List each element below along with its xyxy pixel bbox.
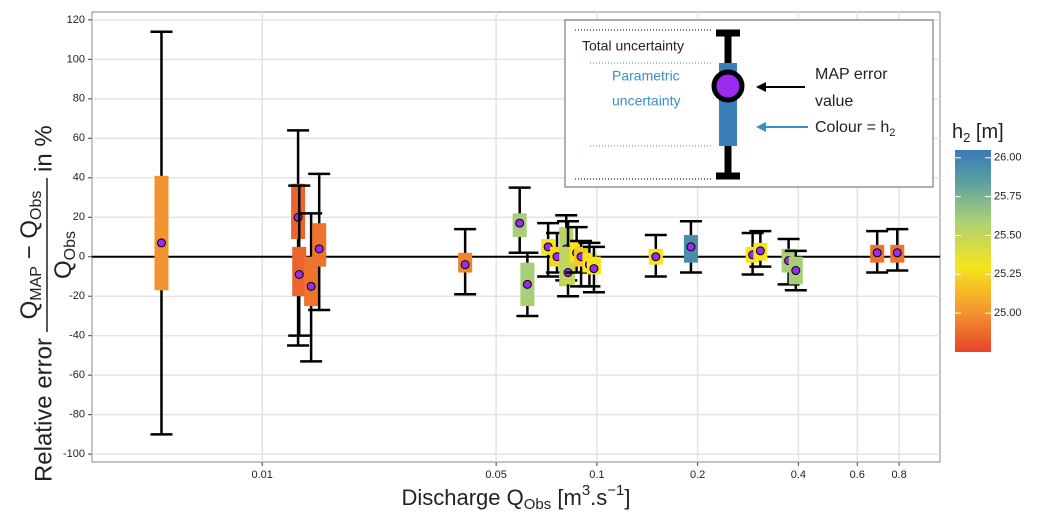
y-title-prefix: Relative error bbox=[30, 338, 57, 482]
y-tick-label: 80 bbox=[73, 93, 85, 105]
y-title-part: Q bbox=[50, 260, 77, 279]
data-point bbox=[516, 251, 539, 318]
legend-colour-text: Colour = h bbox=[815, 119, 889, 136]
y-tick-label: -80 bbox=[69, 409, 85, 421]
x-title-part: ] bbox=[624, 485, 630, 510]
data-point bbox=[866, 229, 889, 274]
map-point bbox=[314, 244, 324, 254]
y-tick-label: 60 bbox=[73, 132, 85, 144]
legend-map: MAP error bbox=[815, 66, 888, 83]
colorbar-tick-label: 25.75 bbox=[994, 191, 1022, 203]
legend-box bbox=[564, 19, 934, 188]
colorbar-tick-label: 26.00 bbox=[994, 152, 1022, 164]
colorbar-tick-label: 25.50 bbox=[994, 229, 1022, 241]
x-title-part: Discharge Q bbox=[401, 485, 523, 510]
y-tick-label: 120 bbox=[67, 14, 85, 26]
y-title-sub: Obs bbox=[28, 191, 45, 220]
data-point bbox=[679, 219, 702, 274]
x-title-part: .s bbox=[590, 485, 607, 510]
y-tick-label: -100 bbox=[63, 448, 85, 460]
data-point bbox=[454, 227, 477, 296]
legend-total: Total uncertainty bbox=[582, 38, 684, 54]
x-tick-label: 0.6 bbox=[850, 469, 865, 481]
y-tick-label: -60 bbox=[69, 369, 85, 381]
map-point bbox=[755, 246, 765, 256]
data-point bbox=[308, 172, 331, 312]
map-point bbox=[156, 238, 166, 248]
colorbar-title-text: h bbox=[952, 121, 963, 143]
data-point bbox=[300, 212, 323, 363]
y-title-part: − Q bbox=[16, 220, 43, 266]
colorbar-title-sub: 2 bbox=[963, 130, 970, 145]
x-title-sup: −1 bbox=[607, 482, 624, 499]
data-point bbox=[749, 229, 772, 268]
y-title-suffix: in % bbox=[30, 125, 57, 172]
map-point bbox=[589, 264, 599, 274]
parametric-uncertainty bbox=[154, 175, 169, 291]
data-point bbox=[582, 245, 605, 294]
map-point bbox=[522, 279, 532, 289]
legend-arrowhead bbox=[756, 82, 766, 92]
x-title-sub: Obs bbox=[524, 496, 552, 513]
colorbar-title: h2 [m] bbox=[952, 121, 1004, 145]
map-point bbox=[515, 218, 525, 228]
y-tick-label: -40 bbox=[69, 330, 85, 342]
y-tick-label: -20 bbox=[69, 290, 85, 302]
colorbar-title-unit: [m] bbox=[970, 121, 1003, 143]
legend-arrowhead bbox=[756, 122, 766, 132]
x-tick-label: 0.05 bbox=[485, 469, 506, 481]
legend-map-point bbox=[711, 69, 745, 103]
y-tick-label: 40 bbox=[73, 172, 85, 184]
legend-map: value bbox=[815, 93, 853, 110]
y-title-sub: MAP bbox=[28, 266, 45, 301]
y-title-den: QObs bbox=[50, 231, 79, 279]
x-axis-title: Discharge QObs [m3.s−1] bbox=[401, 482, 630, 513]
x-title-part: [m bbox=[551, 485, 582, 510]
map-point bbox=[651, 252, 661, 262]
data-point bbox=[288, 184, 311, 337]
y-tick-label: 20 bbox=[73, 211, 85, 223]
parametric-uncertainty bbox=[304, 256, 319, 307]
colorbar-tick-label: 25.00 bbox=[994, 307, 1022, 319]
legend-param: Parametric bbox=[612, 68, 680, 84]
map-point bbox=[460, 260, 470, 270]
data-point bbox=[886, 227, 909, 272]
x-tick-label: 0.01 bbox=[252, 469, 273, 481]
x-tick-label: 0.1 bbox=[589, 469, 604, 481]
colorbar-tick-label: 25.25 bbox=[994, 268, 1022, 280]
y-title-num: QMAP − QObs bbox=[16, 191, 45, 320]
map-point bbox=[892, 248, 902, 258]
legend: Total uncertainty Parametric uncertainty… bbox=[564, 19, 934, 188]
y-title-part: Q bbox=[16, 301, 43, 320]
legend-colour-sub: 2 bbox=[889, 127, 895, 139]
x-tick-label: 0.2 bbox=[690, 469, 705, 481]
map-point bbox=[686, 242, 696, 252]
x-title-sup: 3 bbox=[582, 482, 590, 499]
data-point bbox=[644, 233, 667, 278]
legend-colour: Colour = h2 bbox=[815, 119, 895, 139]
data-point bbox=[150, 30, 173, 436]
marks bbox=[92, 30, 940, 436]
y-tick-label: 0 bbox=[79, 251, 85, 263]
y-axis-title: Relative error QMAP − QObs QObs in % bbox=[16, 125, 79, 482]
x-tick-label: 0.8 bbox=[891, 469, 906, 481]
y-tick-label: 100 bbox=[67, 53, 85, 65]
legend-param: uncertainty bbox=[612, 93, 680, 109]
x-tick-label: 0.4 bbox=[791, 469, 806, 481]
map-point bbox=[306, 281, 316, 291]
map-point bbox=[791, 266, 801, 276]
y-title-sub: Obs bbox=[62, 231, 79, 260]
map-point bbox=[872, 248, 882, 258]
map-point bbox=[294, 270, 304, 279]
data-point bbox=[784, 249, 807, 292]
colorbar bbox=[955, 150, 991, 352]
